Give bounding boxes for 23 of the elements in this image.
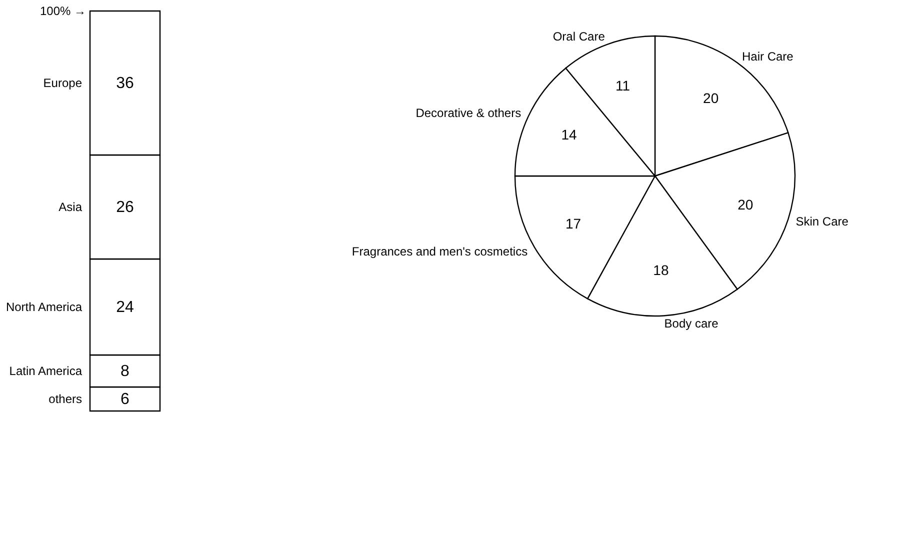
text: 100% → xyxy=(40,4,86,18)
series-label: others xyxy=(48,392,82,406)
data-label: 26 xyxy=(116,199,134,216)
slice-label: Oral Care xyxy=(552,30,606,44)
series-label: Asia xyxy=(58,200,82,214)
series-label: Europe xyxy=(43,76,82,90)
data-label: 36 xyxy=(116,75,134,92)
data-label: 18 xyxy=(653,262,669,278)
slice-label: Fragrances and men's cosmetics xyxy=(352,244,528,258)
series-label: North America xyxy=(6,300,82,314)
data-label: 17 xyxy=(565,215,582,232)
slice-label: Decorative & others xyxy=(416,106,522,120)
data-label: 11 xyxy=(616,78,630,94)
series-label: Latin America xyxy=(9,364,82,378)
data-label: 20 xyxy=(738,196,754,212)
data-label: 14 xyxy=(561,126,578,143)
slice-label: Hair Care xyxy=(742,49,794,64)
data-label: 8 xyxy=(120,363,130,380)
slice-label: Body care xyxy=(664,316,719,331)
data-label: 6 xyxy=(120,391,130,408)
data-label: 24 xyxy=(116,299,134,316)
slice-label: Skin Care xyxy=(796,214,849,229)
data-label: 20 xyxy=(703,90,719,106)
